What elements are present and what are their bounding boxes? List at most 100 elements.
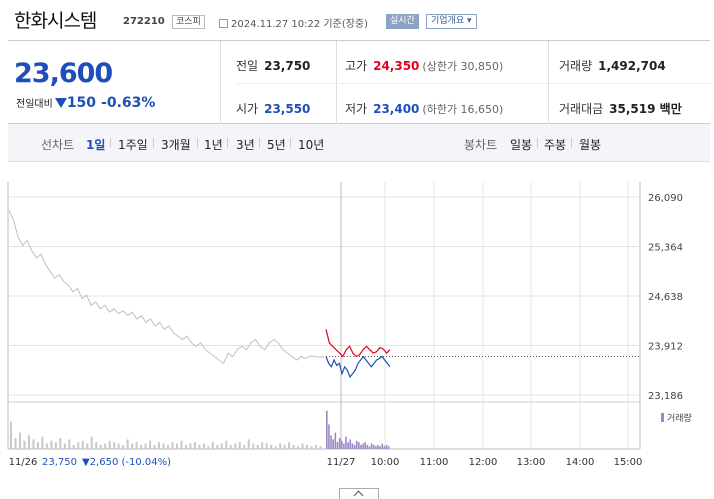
volume-bar-today [347, 442, 349, 449]
volume-bar-today [353, 444, 356, 449]
volume-bar-prev [23, 440, 26, 449]
volume-bar-today [345, 436, 347, 449]
realtime-button[interactable]: 실시간 [386, 14, 419, 29]
today-price-down-line [325, 355, 391, 379]
volume-bar-prev [193, 442, 196, 449]
divider [290, 138, 291, 148]
divider [197, 138, 198, 148]
x-tick-label: 11/27 [327, 457, 356, 468]
divider [110, 138, 111, 148]
candle-daily[interactable]: 일봉 [510, 138, 533, 152]
price-chart-svg: 26,090 25,364 24,638 23,912 23,186 11/26 11/27… [7, 182, 692, 468]
x-tick-label: 13:00 [517, 457, 546, 468]
volume-bar-prev [202, 443, 205, 449]
volume-bar-prev [126, 439, 129, 449]
volume-bar-today [349, 439, 352, 449]
candle-monthly[interactable]: 월봉 [579, 138, 602, 152]
prev-day-price-line [8, 209, 325, 365]
current-price: 23,600 [14, 58, 113, 89]
volume-bar-prev [306, 444, 309, 449]
period-1y[interactable]: 1년 [204, 138, 223, 152]
calendar-icon [219, 19, 228, 28]
volume-bar-prev [274, 446, 277, 449]
volume-bar-today [338, 438, 341, 449]
volume-bar-prev [41, 436, 44, 449]
trade-value: 거래대금 35,519 백만 [559, 100, 682, 117]
volume-bar-prev [45, 443, 48, 449]
period-1w[interactable]: 1주일 [118, 138, 148, 152]
chart-period-bar: 선차트 1일 1주일 3개월 1년 3년 5년 10년 봉차트 일봉 주봉 월봉 [8, 124, 710, 162]
volume-bar-prev [140, 444, 143, 449]
volume-bar-prev [81, 440, 84, 449]
price-chart[interactable]: 26,090 25,364 24,638 23,912 23,186 11/26 11/27… [0, 162, 714, 482]
volume-bar-prev [211, 442, 214, 449]
volume-bar-prev [243, 444, 246, 449]
company-overview-label: 기업개요 [431, 16, 465, 26]
low-price: 저가 23,400 (하한가 16,650) [345, 100, 503, 117]
volume-bar-prev [10, 421, 12, 449]
period-5y[interactable]: 5년 [267, 138, 286, 152]
volume-bar-prev [256, 444, 259, 449]
volume-bar-prev [229, 444, 232, 449]
volume-bar-today [372, 444, 375, 449]
today-price-up-line [325, 329, 391, 358]
volume-bar-today [364, 442, 366, 449]
change-percent: -0.63% [101, 95, 156, 111]
volume-bar-prev [54, 442, 57, 449]
volume-bar-prev [149, 440, 152, 449]
chevron-down-icon: ▾ [467, 16, 472, 26]
x-tick-label: 12:00 [469, 457, 498, 468]
period-1d[interactable]: 1일 [86, 138, 106, 152]
volume-bar-prev [14, 438, 17, 449]
open-value: 23,550 [264, 102, 311, 116]
open-label: 시가 [236, 102, 259, 116]
volume-bar-prev [252, 443, 255, 449]
volume-bar-prev [167, 444, 169, 449]
stock-header: 한화시스템 272210 코스피 2024.11.27 10:22 기준(장중)… [0, 0, 714, 40]
volume-bar-prev [292, 444, 295, 449]
prev-close-value: 23,750 [264, 59, 311, 73]
volume-bar-today [334, 432, 337, 449]
volume-bar-prev [198, 444, 201, 449]
volume-bar-prev [288, 442, 291, 449]
lower-limit: (하한가 16,650) [422, 103, 504, 116]
volume-legend-swatch [661, 413, 664, 422]
volume-bar-prev [131, 443, 134, 449]
volume-bar-prev [225, 440, 228, 449]
volume-legend-label: 거래량 [667, 412, 692, 424]
volume-value: 1,492,704 [598, 59, 666, 73]
volume-bar-prev [117, 443, 120, 449]
collapse-handle[interactable] [339, 488, 379, 500]
volume-bar-today [375, 446, 377, 449]
volume-bar-prev [220, 443, 223, 449]
volume-bar-today [326, 410, 328, 449]
market-badge: 코스피 [172, 15, 205, 29]
volume-bar-today [351, 443, 354, 449]
company-overview-dropdown[interactable]: 기업개요 ▾ [426, 14, 477, 29]
volume-bar-prev [18, 432, 21, 449]
period-3y[interactable]: 3년 [236, 138, 255, 152]
volume-bar-prev [162, 443, 165, 449]
volume-bar-today [362, 443, 364, 449]
candle-weekly[interactable]: 주봉 [544, 138, 567, 152]
period-3m[interactable]: 3개월 [161, 138, 191, 152]
prev-day-close: 23,750 [42, 457, 77, 468]
volume-bar-prev [36, 442, 39, 449]
volume-bar-prev [86, 443, 89, 449]
volume-bar-today [385, 444, 388, 449]
volume-bar-today [355, 440, 358, 449]
volume-bar-prev [122, 444, 125, 449]
period-10y[interactable]: 10년 [298, 138, 325, 152]
volume-bar-today [368, 446, 371, 449]
divider [537, 138, 538, 148]
down-arrow-icon [54, 98, 67, 108]
volume-bar-prev [216, 444, 219, 449]
volume-bar-prev [68, 439, 71, 449]
volume-bar-prev [171, 442, 174, 449]
volume-bar-prev [184, 444, 187, 449]
divider [259, 138, 260, 148]
volume-bar-today [387, 446, 390, 449]
volume-bar-today [383, 446, 386, 449]
volume-bar-today [370, 443, 373, 449]
high-value: 24,350 [373, 59, 420, 73]
